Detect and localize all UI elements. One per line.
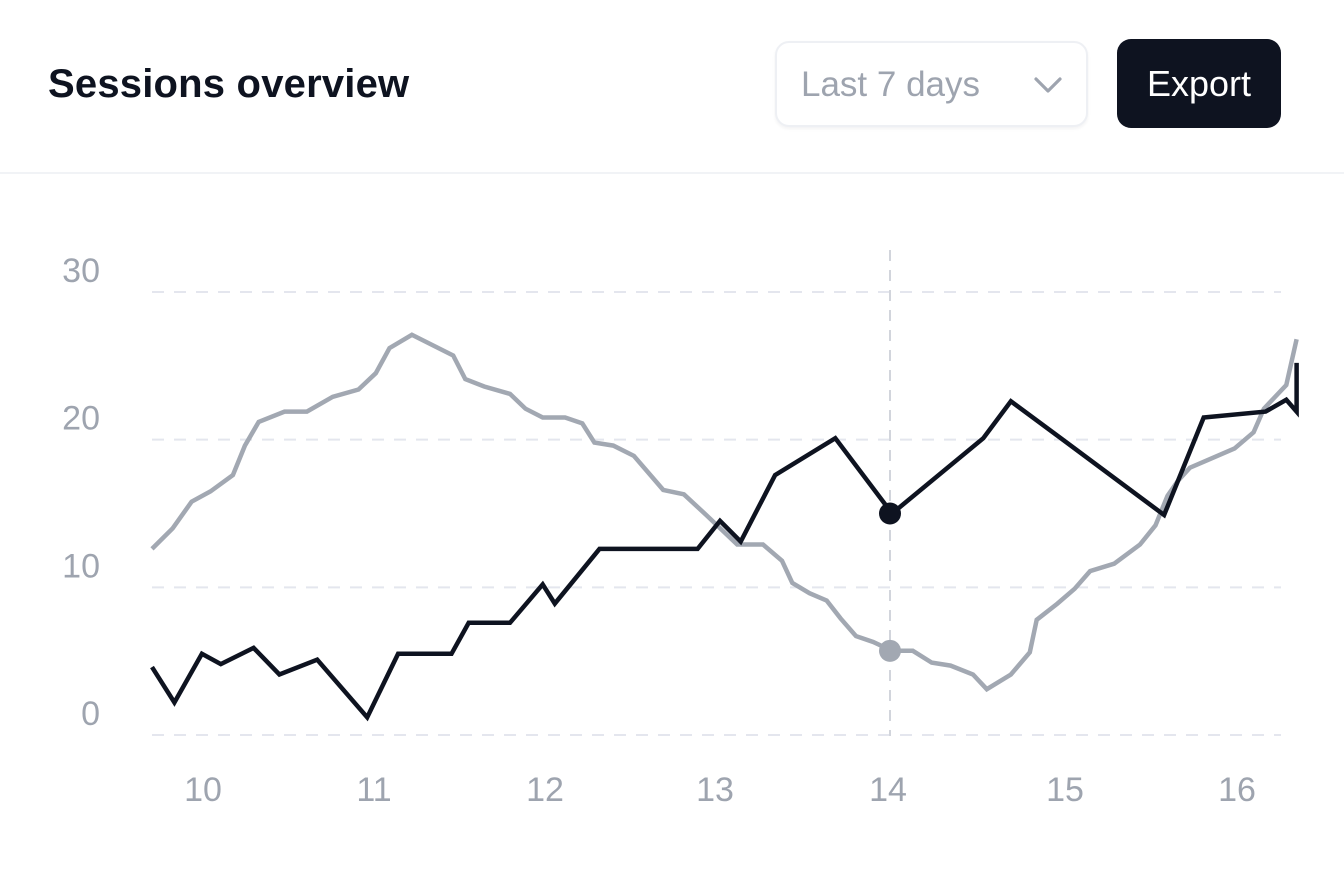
card-header: Sessions overview Last 7 days Export xyxy=(0,0,1344,174)
chevron-down-icon xyxy=(1034,77,1062,93)
x-tick-label-12: 12 xyxy=(526,771,564,809)
x-tick-label-10: 10 xyxy=(184,771,222,809)
export-button[interactable]: Export xyxy=(1117,39,1281,128)
x-tick-label-13: 13 xyxy=(696,771,734,809)
x-axis-tick-labels: 10 11 12 13 14 15 16 xyxy=(184,771,1256,809)
y-tick-label-0: 0 xyxy=(81,695,100,733)
y-axis-tick-labels: 0 10 20 30 xyxy=(62,252,100,733)
y-tick-label-30: 30 xyxy=(62,252,100,290)
hover-marker-previous xyxy=(879,639,901,662)
series-line-current xyxy=(150,362,1299,722)
y-tick-label-20: 20 xyxy=(62,400,100,438)
grid-lines xyxy=(152,291,1281,736)
series-line-previous xyxy=(150,332,1299,693)
x-tick-label-16: 16 xyxy=(1218,771,1256,809)
hover-marker-current xyxy=(879,502,901,525)
x-tick-label-15: 15 xyxy=(1046,771,1084,809)
x-tick-label-14: 14 xyxy=(869,771,907,809)
date-range-select[interactable]: Last 7 days xyxy=(775,41,1088,127)
page-title: Sessions overview xyxy=(48,62,410,106)
chart-series xyxy=(150,332,1299,722)
date-range-label: Last 7 days xyxy=(801,65,980,104)
y-tick-label-10: 10 xyxy=(62,547,100,585)
x-tick-label-11: 11 xyxy=(356,771,391,809)
hover-markers xyxy=(879,502,901,662)
